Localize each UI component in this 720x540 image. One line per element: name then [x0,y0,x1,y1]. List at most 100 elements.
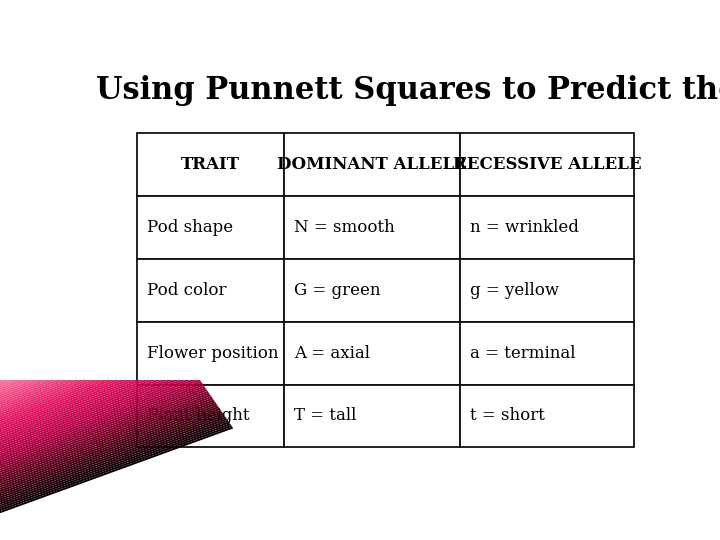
Polygon shape [0,202,441,382]
Polygon shape [0,234,453,414]
Polygon shape [0,210,444,389]
Polygon shape [0,240,455,419]
Polygon shape [0,303,478,483]
Bar [284,133,460,196]
Text: Flower position: Flower position [148,345,279,362]
Polygon shape [0,191,437,370]
Text: G = green: G = green [294,282,380,299]
Polygon shape [0,285,471,464]
Polygon shape [0,300,477,480]
Polygon shape [0,330,487,509]
Polygon shape [0,273,467,453]
Bar [460,259,634,322]
Polygon shape [0,213,445,393]
Polygon shape [0,269,466,449]
Polygon shape [0,206,442,386]
Polygon shape [0,157,425,336]
Text: A = axial: A = axial [294,345,370,362]
Polygon shape [0,243,456,423]
Polygon shape [0,149,422,329]
Polygon shape [0,176,431,355]
Polygon shape [0,253,459,433]
Polygon shape [0,266,464,446]
Polygon shape [0,262,463,442]
Bar [284,196,460,259]
Polygon shape [0,166,428,346]
Text: t = short: t = short [470,408,545,424]
Polygon shape [0,315,482,495]
Text: n = wrinkled: n = wrinkled [470,219,579,236]
Polygon shape [0,230,451,410]
Polygon shape [0,183,434,363]
Polygon shape [0,164,428,344]
Text: Plant height: Plant height [148,408,250,424]
Polygon shape [0,159,426,339]
Polygon shape [0,194,438,374]
Polygon shape [0,249,458,429]
Polygon shape [0,320,484,500]
Text: a = terminal: a = terminal [470,345,576,362]
Polygon shape [0,204,441,383]
Polygon shape [0,309,480,489]
Polygon shape [0,196,439,376]
Polygon shape [0,305,479,485]
Polygon shape [0,254,460,434]
Polygon shape [0,198,440,378]
Polygon shape [0,178,432,357]
Text: T = tall: T = tall [294,408,356,424]
Polygon shape [0,222,449,402]
Polygon shape [0,187,436,367]
Polygon shape [0,298,476,477]
Polygon shape [0,322,485,502]
Polygon shape [0,215,446,395]
Polygon shape [0,294,474,474]
Bar [460,322,634,384]
Polygon shape [0,313,482,492]
Polygon shape [0,268,465,448]
Polygon shape [0,179,433,359]
Polygon shape [0,275,468,455]
Polygon shape [0,319,483,498]
Text: N = smooth: N = smooth [294,219,395,236]
Bar [460,384,634,447]
Polygon shape [0,258,462,438]
Polygon shape [0,163,427,342]
Polygon shape [0,168,428,348]
Polygon shape [0,287,472,466]
Polygon shape [0,332,488,511]
Polygon shape [0,238,454,417]
Polygon shape [0,181,433,361]
Text: Pod shape: Pod shape [148,219,233,236]
Polygon shape [0,236,454,415]
Polygon shape [0,326,486,505]
Polygon shape [0,281,469,461]
Polygon shape [0,172,430,352]
Polygon shape [0,296,475,476]
Bar [138,259,284,322]
Polygon shape [0,221,448,401]
Polygon shape [0,225,449,404]
Text: Pod color: Pod color [148,282,227,299]
Polygon shape [0,256,461,436]
Polygon shape [0,311,481,491]
Polygon shape [0,301,477,481]
Polygon shape [0,324,485,504]
Bar [284,322,460,384]
Polygon shape [0,247,457,427]
Polygon shape [0,170,429,350]
Polygon shape [0,279,469,458]
Polygon shape [0,155,424,335]
Polygon shape [0,316,482,496]
Bar [138,322,284,384]
Bar [284,259,460,322]
Bar [138,133,284,196]
Polygon shape [0,207,443,387]
Text: RECESSIVE ALLELE: RECESSIVE ALLELE [453,156,642,173]
Polygon shape [0,219,447,399]
Polygon shape [0,217,446,397]
Polygon shape [0,160,426,340]
Polygon shape [0,211,444,391]
Polygon shape [0,200,441,380]
Polygon shape [0,245,456,425]
Polygon shape [0,232,452,411]
